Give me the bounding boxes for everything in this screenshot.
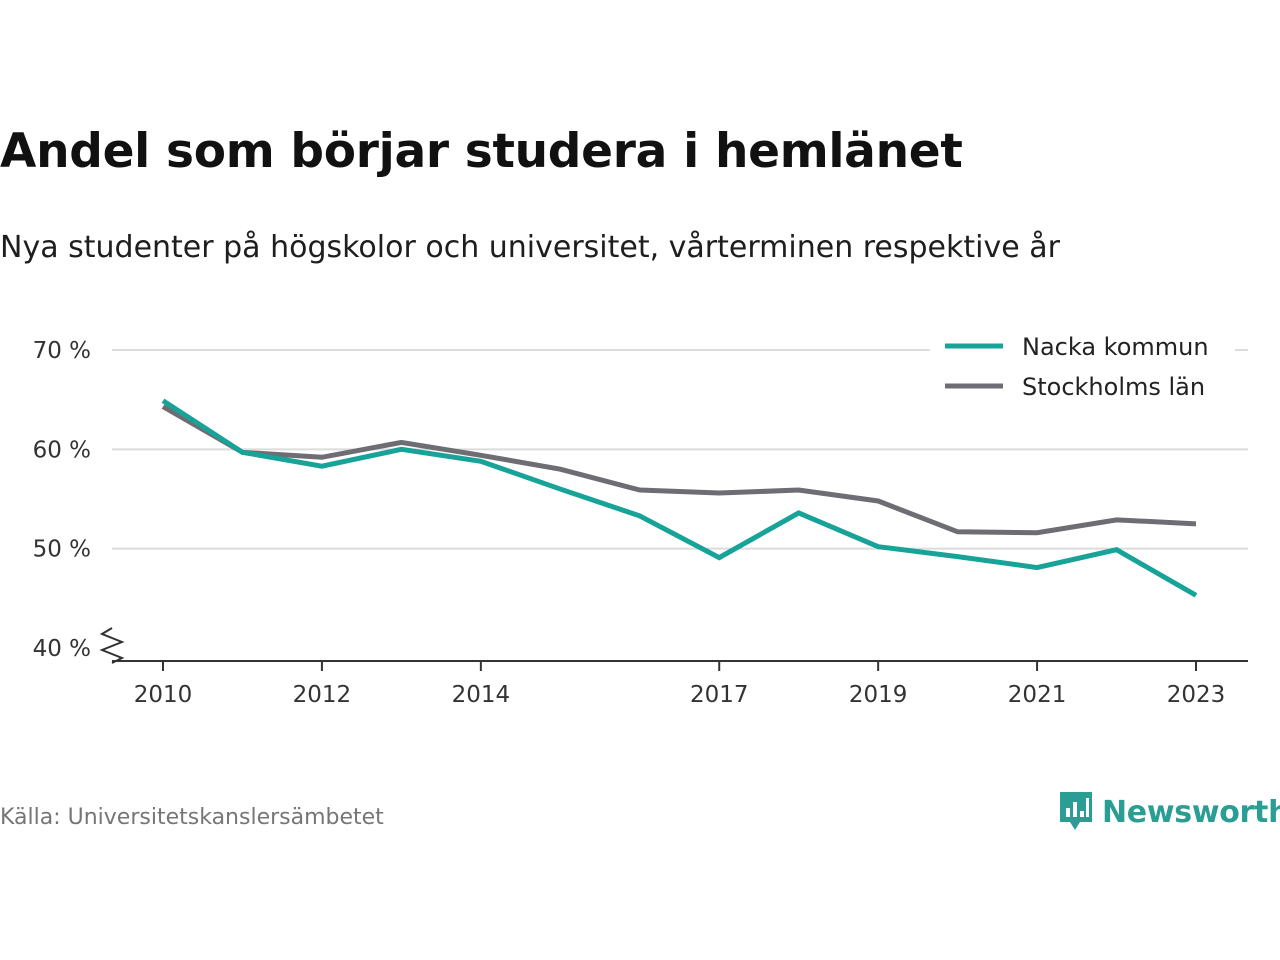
legend: Nacka kommun Stockholms län bbox=[930, 328, 1235, 410]
x-tick-label: 2014 bbox=[452, 682, 511, 708]
x-tick-label: 2021 bbox=[1008, 682, 1067, 708]
y-tick-label: 60 % bbox=[33, 437, 91, 463]
x-tick-label: 2023 bbox=[1167, 682, 1226, 708]
y-tick-label: 50 % bbox=[33, 537, 91, 563]
brand-name: Newsworthy bbox=[1102, 794, 1280, 830]
line-chart: 40 % 50 % 60 % 70 % 2010 2012 2014 2017 2019 2021… bbox=[33, 328, 1248, 708]
y-axis-break-marker bbox=[99, 627, 125, 664]
chart-title: Andel som börjar studera i hemlänet bbox=[0, 124, 963, 179]
axes: 40 % 50 % 60 % 70 % 2010 2012 2014 2017 2019 2021… bbox=[33, 338, 1248, 708]
x-tick-label: 2012 bbox=[293, 682, 352, 708]
y-tick-label: 70 % bbox=[33, 338, 91, 364]
x-tick-label: 2017 bbox=[690, 682, 749, 708]
source-note: Källa: Universitetskanslersämbetet bbox=[0, 805, 384, 830]
chart-subtitle: Nya studenter på högskolor och universit… bbox=[0, 230, 1060, 265]
legend-background bbox=[930, 328, 1235, 410]
legend-label: Stockholms län bbox=[1022, 373, 1205, 401]
series-line bbox=[161, 404, 1197, 536]
x-tick-label: 2010 bbox=[134, 682, 193, 708]
series-lines bbox=[161, 398, 1198, 598]
brand-logo: Newsworthy bbox=[1058, 790, 1280, 834]
y-tick-label: 40 % bbox=[33, 636, 91, 662]
newsworthy-chart-bubble-icon bbox=[1060, 792, 1092, 830]
legend-label: Nacka kommun bbox=[1022, 333, 1209, 361]
x-tick-label: 2019 bbox=[849, 682, 908, 708]
series-line bbox=[161, 398, 1198, 598]
